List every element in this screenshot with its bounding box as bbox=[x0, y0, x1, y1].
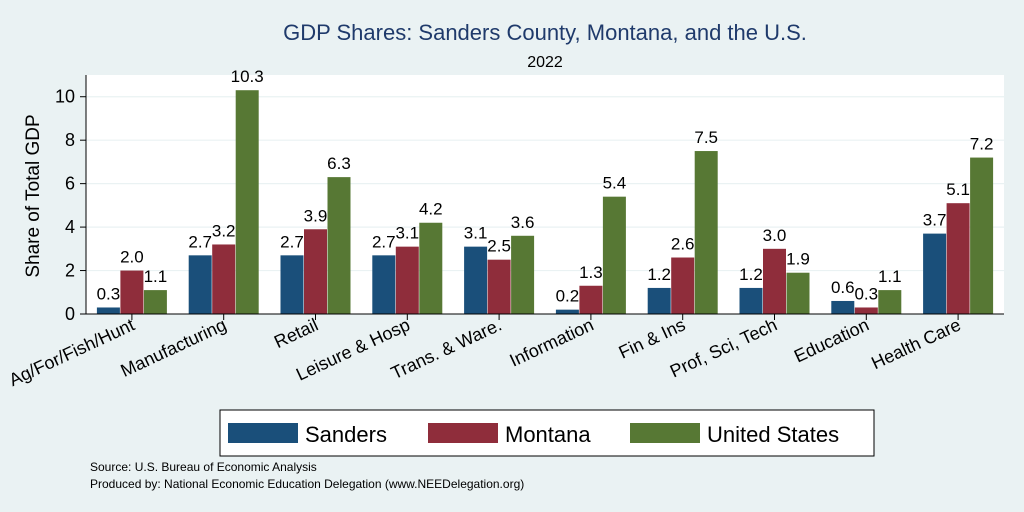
y-axis-title: Share of Total GDP bbox=[23, 114, 44, 277]
y-tick-label: 0 bbox=[65, 304, 75, 324]
bar-montana bbox=[120, 270, 144, 314]
legend-label-montana: Montana bbox=[505, 422, 591, 447]
bar-montana bbox=[763, 248, 786, 314]
data-label: 1.9 bbox=[786, 250, 810, 269]
data-label: 2.7 bbox=[188, 232, 212, 251]
source-note: Source: U.S. Bureau of Economic Analysis bbox=[90, 460, 317, 474]
data-label: 3.1 bbox=[395, 224, 419, 243]
bar-sanders bbox=[464, 246, 488, 314]
data-label: 3.6 bbox=[511, 213, 535, 232]
produced-by-note: Produced by: National Economic Education… bbox=[90, 477, 524, 491]
x-tick-label: Ag/For/Fish/Hunt bbox=[6, 314, 138, 390]
y-tick-label: 10 bbox=[55, 87, 75, 107]
bar-montana bbox=[854, 307, 878, 314]
bar-sanders bbox=[555, 309, 579, 314]
bar-united-states bbox=[235, 90, 259, 314]
bar-montana bbox=[212, 244, 236, 314]
bar-united-states bbox=[970, 157, 994, 314]
bar-sanders bbox=[831, 300, 855, 314]
x-tick-label: Manufacturing bbox=[118, 314, 230, 380]
data-label: 4.2 bbox=[419, 200, 443, 219]
data-label: 7.2 bbox=[970, 135, 994, 154]
data-label: 0.6 bbox=[831, 278, 855, 297]
bar-united-states bbox=[602, 196, 626, 314]
x-tick-label: Education bbox=[791, 314, 872, 366]
bar-sanders bbox=[96, 307, 120, 314]
bar-montana bbox=[671, 257, 695, 314]
y-axis: 0 2 4 6 8 10 bbox=[55, 75, 87, 324]
y-tick-label: 4 bbox=[65, 217, 75, 237]
data-label: 7.5 bbox=[694, 128, 718, 147]
chart-subtitle: 2022 bbox=[527, 54, 563, 71]
bar-montana bbox=[946, 203, 970, 314]
legend-label-sanders: Sanders bbox=[305, 422, 387, 447]
y-tick-label: 6 bbox=[65, 174, 75, 194]
data-label: 2.6 bbox=[671, 235, 695, 254]
data-label: 6.3 bbox=[327, 154, 351, 173]
data-label: 1.3 bbox=[579, 263, 603, 282]
legend-box bbox=[219, 409, 875, 457]
y-tick-label: 8 bbox=[65, 130, 75, 150]
bar-united-states bbox=[419, 222, 443, 314]
data-label: 3.2 bbox=[212, 221, 236, 240]
legend-label-united-states: United States bbox=[707, 422, 839, 447]
x-tick-label: Retail bbox=[271, 314, 321, 352]
bar-montana bbox=[487, 259, 511, 314]
bar-sanders bbox=[647, 287, 671, 314]
legend-swatch-sanders bbox=[228, 423, 298, 443]
data-label: 0.3 bbox=[854, 284, 878, 303]
chart-title: GDP Shares: Sanders County, Montana, and… bbox=[283, 20, 807, 45]
data-label: 10.3 bbox=[231, 67, 264, 86]
x-tick-label: Health Care bbox=[868, 314, 964, 373]
bar-sanders bbox=[188, 255, 212, 314]
bar-united-states bbox=[878, 290, 902, 314]
bar-sanders bbox=[923, 233, 947, 314]
data-label: 3.9 bbox=[304, 206, 328, 225]
bar-sanders bbox=[739, 287, 763, 314]
bar-series bbox=[96, 90, 994, 314]
data-label: 1.2 bbox=[739, 265, 763, 284]
data-label: 3.1 bbox=[464, 224, 488, 243]
bar-united-states bbox=[143, 290, 167, 314]
data-label: 2.7 bbox=[280, 232, 304, 251]
x-tick-label: Information bbox=[507, 314, 597, 370]
data-label: 2.7 bbox=[372, 232, 396, 251]
legend-swatch-united-states bbox=[630, 423, 700, 443]
data-label: 1.1 bbox=[144, 267, 168, 286]
legend: Sanders Montana United States bbox=[219, 409, 875, 457]
bar-united-states bbox=[694, 151, 718, 314]
data-label: 2.5 bbox=[487, 237, 511, 256]
bar-montana bbox=[579, 285, 603, 314]
data-label: 5.1 bbox=[946, 180, 970, 199]
data-label: 1.2 bbox=[647, 265, 671, 284]
value-labels: 0.32.01.12.73.210.32.73.96.32.7 3.14.23.1… bbox=[97, 67, 994, 305]
x-tick-label: Fin & Ins bbox=[616, 314, 689, 362]
data-label: 3.0 bbox=[763, 226, 787, 245]
data-label: 0.3 bbox=[97, 284, 121, 303]
bar-montana bbox=[395, 246, 419, 314]
data-label: 2.0 bbox=[120, 248, 144, 267]
bar-sanders bbox=[280, 255, 304, 314]
bar-montana bbox=[304, 229, 327, 314]
y-tick-label: 2 bbox=[65, 261, 75, 281]
bar-sanders bbox=[372, 255, 396, 314]
bar-united-states bbox=[786, 272, 810, 314]
bar-united-states bbox=[511, 235, 535, 314]
data-label: 3.7 bbox=[923, 211, 947, 230]
data-label: 5.4 bbox=[603, 174, 627, 193]
bar-united-states bbox=[327, 177, 351, 314]
legend-swatch-montana bbox=[428, 423, 498, 443]
data-label: 1.1 bbox=[878, 267, 902, 286]
data-label: 0.2 bbox=[556, 287, 580, 306]
